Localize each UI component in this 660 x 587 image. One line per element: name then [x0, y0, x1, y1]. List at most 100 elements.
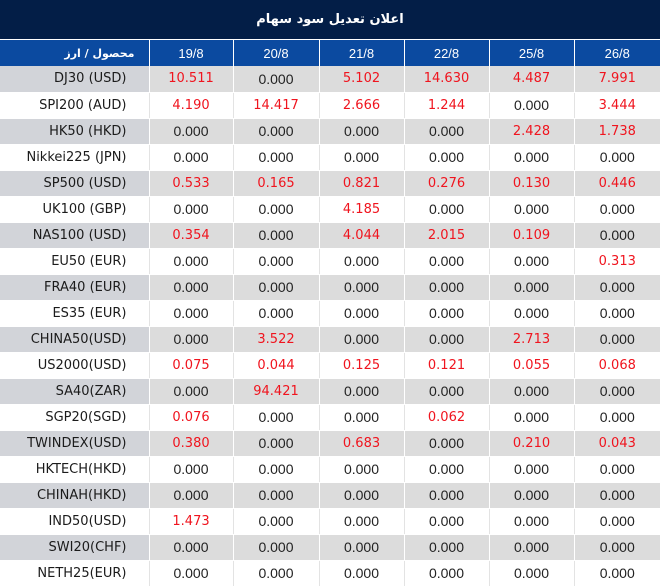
column-header-date: 25/8	[488, 40, 574, 66]
product-name: IND50(USD)	[0, 508, 149, 535]
dividend-value: 0.000	[573, 378, 660, 405]
dividend-value: 0.000	[573, 560, 660, 587]
dividend-value: 0.055	[488, 352, 574, 379]
dividend-value: 0.000	[318, 378, 404, 405]
dividend-value: 0.000	[318, 144, 404, 171]
dividend-value: 0.000	[573, 456, 660, 483]
dividend-value: 2.713	[488, 326, 574, 353]
dividend-value: 14.630	[403, 66, 489, 93]
table-row: SA40(ZAR) 0.000 94.421 0.000 0.000 0.000 0.000	[0, 378, 660, 405]
table-row: IND50(USD) 1.473 0.000 0.000 0.000 0.000 0.000	[0, 508, 660, 535]
dividend-value: 0.000	[403, 274, 489, 301]
dividend-value: 0.000	[573, 222, 660, 249]
dividend-value: 0.000	[232, 196, 319, 223]
table-row: TWINDEX(USD) 0.380 0.000 0.683 0.000 0.210 0.0…	[0, 430, 660, 457]
dividend-value: 0.000	[488, 534, 574, 561]
dividend-value: 0.276	[403, 170, 489, 197]
dividend-value: 0.000	[148, 196, 233, 223]
dividend-value: 0.076	[148, 404, 233, 431]
dividend-value: 0.000	[573, 274, 660, 301]
column-header-date: 22/8	[403, 40, 489, 66]
dividend-value: 0.000	[403, 118, 489, 145]
table-body: DJ30 (USD) 10.511 0.000 5.102 14.630 4.487 7.9…	[0, 66, 660, 587]
dividend-value: 0.000	[148, 300, 233, 327]
dividend-value: 0.000	[488, 248, 574, 275]
dividend-value: 14.417	[232, 92, 319, 119]
column-header-product: محصول / ارز	[0, 40, 149, 66]
dividend-value: 0.000	[488, 404, 574, 431]
product-name: CHINA50(USD)	[0, 326, 149, 353]
column-header-date: 20/8	[232, 40, 319, 66]
dividend-value: 0.000	[488, 274, 574, 301]
dividend-value: 0.000	[148, 274, 233, 301]
dividend-value: 0.000	[318, 248, 404, 275]
dividend-value: 0.000	[403, 430, 489, 457]
dividend-value: 0.000	[488, 300, 574, 327]
dividend-value: 0.000	[148, 482, 233, 509]
table-row: HK50 (HKD) 0.000 0.000 0.000 0.000 2.428 1.738	[0, 118, 660, 145]
dividend-value: 0.000	[403, 378, 489, 405]
dividend-value: 4.190	[148, 92, 233, 119]
dividend-value: 0.000	[148, 248, 233, 275]
product-name: SA40(ZAR)	[0, 378, 149, 405]
dividend-value: 0.000	[573, 300, 660, 327]
dividend-value: 0.000	[148, 326, 233, 353]
dividend-value: 0.000	[232, 404, 319, 431]
dividend-value: 0.000	[573, 326, 660, 353]
dividend-value: 0.000	[403, 482, 489, 509]
dividend-value: 0.313	[573, 248, 660, 275]
dividend-value: 0.000	[573, 144, 660, 171]
dividend-value: 0.000	[573, 482, 660, 509]
dividend-value: 0.000	[148, 378, 233, 405]
dividend-value: 0.000	[488, 144, 574, 171]
product-name: SPI200 (AUD)	[0, 92, 149, 119]
dividend-value: 0.000	[318, 118, 404, 145]
dividend-value: 0.000	[148, 144, 233, 171]
dividend-value: 0.000	[488, 378, 574, 405]
table-row: CHINAH(HKD) 0.000 0.000 0.000 0.000 0.000 0.00…	[0, 482, 660, 509]
dividend-value: 0.000	[232, 508, 319, 535]
dividend-value: 0.000	[232, 456, 319, 483]
dividend-value: 0.000	[403, 300, 489, 327]
table-row: ES35 (EUR) 0.000 0.000 0.000 0.000 0.000 0.000	[0, 300, 660, 327]
dividend-value: 0.000	[232, 534, 319, 561]
dividend-value: 4.185	[318, 196, 404, 223]
table-row: SGP20(SGD) 0.076 0.000 0.000 0.062 0.000 0.000	[0, 404, 660, 431]
table-row: Nikkei225 (JPN) 0.000 0.000 0.000 0.000 0.000…	[0, 144, 660, 171]
dividend-value: 1.244	[403, 92, 489, 119]
dividend-value: 0.000	[403, 196, 489, 223]
dividend-value: 0.000	[403, 508, 489, 535]
table-row: EU50 (EUR) 0.000 0.000 0.000 0.000 0.000 0.313	[0, 248, 660, 275]
dividend-value: 0.000	[318, 560, 404, 587]
dividend-value: 0.000	[318, 404, 404, 431]
dividend-value: 0.043	[573, 430, 660, 457]
dividend-value: 10.511	[148, 66, 233, 93]
dividend-value: 94.421	[232, 378, 319, 405]
dividend-value: 0.000	[232, 430, 319, 457]
dividend-value: 0.062	[403, 404, 489, 431]
dividend-value: 0.683	[318, 430, 404, 457]
product-name: SP500 (USD)	[0, 170, 149, 197]
dividend-value: 1.738	[573, 118, 660, 145]
dividend-value: 0.000	[148, 456, 233, 483]
dividend-value: 0.000	[318, 482, 404, 509]
dividend-value: 0.000	[232, 274, 319, 301]
product-name: Nikkei225 (JPN)	[0, 144, 149, 171]
dividend-value: 0.068	[573, 352, 660, 379]
dividend-value: 0.000	[573, 404, 660, 431]
dividend-value: 0.000	[232, 222, 319, 249]
dividend-value: 1.473	[148, 508, 233, 535]
dividend-value: 0.000	[232, 560, 319, 587]
dividend-value: 0.000	[318, 508, 404, 535]
dividend-value: 0.533	[148, 170, 233, 197]
dividend-value: 0.446	[573, 170, 660, 197]
product-name: EU50 (EUR)	[0, 248, 149, 275]
dividend-value: 2.428	[488, 118, 574, 145]
product-name: US2000(USD)	[0, 352, 149, 379]
header-row: محصول / ارز 19/8 20/8 21/8 22/8 25/8 26/…	[0, 40, 660, 66]
product-name: CHINAH(HKD)	[0, 482, 149, 509]
product-name: NAS100 (USD)	[0, 222, 149, 249]
product-name: UK100 (GBP)	[0, 196, 149, 223]
product-name: NETH25(EUR)	[0, 560, 149, 587]
product-name: TWINDEX(USD)	[0, 430, 149, 457]
